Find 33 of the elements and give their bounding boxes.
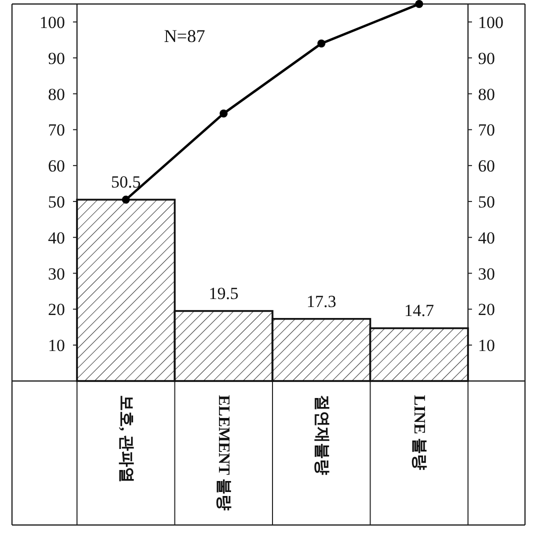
y-tick-label: 40 <box>48 228 65 248</box>
y2-tick-label: 90 <box>478 48 495 68</box>
point <box>415 0 424 8</box>
y-tick-label: 30 <box>48 264 65 284</box>
x-tick-label: ELEMENT 불량 <box>215 395 232 511</box>
y2-tick-label: 30 <box>478 264 495 284</box>
y-tick-label: 10 <box>48 336 65 356</box>
y-tick-label: 50 <box>48 192 65 212</box>
y2-tick-label: 40 <box>478 228 495 248</box>
y2-tick-label: 10 <box>478 336 495 356</box>
y-tick-label: 60 <box>48 156 65 176</box>
x-tick-label: LINE 불량 <box>410 395 428 470</box>
point <box>220 110 228 118</box>
y-tick-label: 20 <box>48 300 65 320</box>
point <box>122 196 130 204</box>
y2-tick-label: 70 <box>478 120 495 140</box>
y2-tick-label: 50 <box>478 192 495 212</box>
data-label: 17.3 <box>306 292 336 311</box>
y2-tick-label: 80 <box>478 84 495 104</box>
y-tick-label: 80 <box>48 84 65 104</box>
data-label: 50.5 <box>111 172 141 192</box>
x-tick-label: 보호, 관파열 <box>117 395 134 483</box>
y-tick-label: 90 <box>48 48 65 68</box>
y2-tick-label: 100 <box>478 12 504 32</box>
data-label: 19.5 <box>208 284 238 303</box>
y-tick-label: 70 <box>48 120 65 140</box>
y2-tick-label: 60 <box>478 156 495 176</box>
x-tick-label: 절연재불량 <box>312 395 330 475</box>
y2-tick-label: 20 <box>478 300 495 320</box>
point <box>317 39 326 48</box>
annotation: N=87 <box>164 26 206 46</box>
data-label: 14.7 <box>404 301 434 320</box>
y-tick-label: 100 <box>40 12 65 32</box>
